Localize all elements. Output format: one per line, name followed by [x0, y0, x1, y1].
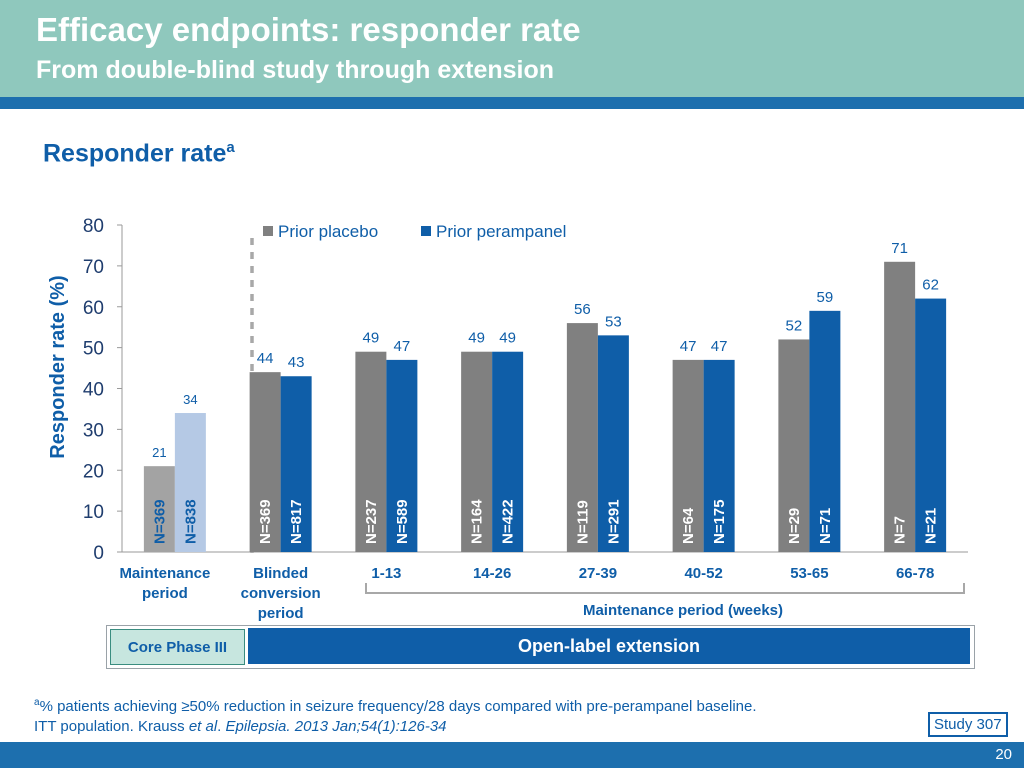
- category-label: period: [142, 585, 188, 602]
- category-label: Maintenance: [119, 565, 210, 582]
- n-label: N=817: [288, 499, 305, 544]
- category-label: 14-26: [473, 565, 511, 582]
- data-label: 56: [574, 301, 591, 318]
- data-label: 52: [786, 317, 803, 334]
- n-label: N=119: [574, 500, 591, 544]
- category-label: 66-78: [896, 565, 934, 582]
- n-label: N=71: [817, 508, 834, 544]
- bar-prior-placebo: [249, 372, 281, 552]
- data-label: 49: [468, 330, 485, 347]
- data-label: 47: [680, 338, 697, 355]
- category-label: 53-65: [790, 565, 828, 582]
- data-label: 71: [891, 240, 908, 257]
- footer-bar: [0, 742, 1024, 768]
- n-label: N=164: [469, 499, 486, 544]
- footnote-definition: a% patients achieving ≥50% reduction in …: [34, 697, 757, 715]
- bar-prior-placebo: [355, 351, 387, 552]
- data-label: 47: [711, 338, 728, 355]
- category-label: 27-39: [579, 565, 617, 582]
- y-tick-label: 40: [83, 380, 104, 401]
- header-rule: [0, 97, 1024, 109]
- y-tick-label: 70: [83, 257, 104, 278]
- data-label: 49: [363, 330, 380, 347]
- bar-prior-perampanel: [915, 298, 947, 552]
- n-label: N=237: [363, 499, 380, 544]
- n-label: N=838: [182, 499, 199, 544]
- data-label: 21: [152, 445, 166, 460]
- footnote-text: % patients achieving ≥50% reduction in s…: [39, 698, 757, 715]
- bracket-label: Maintenance period (weeks): [583, 602, 783, 619]
- bar-prior-perampanel: [809, 310, 841, 552]
- bar-prior-perampanel: [597, 335, 629, 552]
- n-label: N=64: [680, 507, 697, 544]
- n-label: N=21: [923, 508, 940, 544]
- section-title: Responder ratea: [43, 139, 235, 168]
- bar-prior-perampanel: [280, 376, 312, 552]
- bar-prior-perampanel: [174, 413, 206, 552]
- y-tick-label: 60: [83, 298, 104, 319]
- ref-dot: .: [217, 718, 226, 735]
- bar-prior-placebo: [143, 466, 175, 552]
- n-label: N=7: [892, 516, 909, 544]
- bar-prior-placebo: [672, 359, 704, 552]
- n-label: N=589: [394, 499, 411, 544]
- y-tick-label: 30: [83, 420, 104, 441]
- data-label: 43: [288, 354, 305, 371]
- section-title-text: Responder rate: [43, 139, 227, 168]
- bar-prior-perampanel: [386, 359, 418, 552]
- page-title: Efficacy endpoints: responder rate: [36, 11, 581, 48]
- page-number: 20: [995, 746, 1012, 763]
- data-label: 59: [817, 289, 834, 306]
- n-label: N=291: [605, 499, 622, 544]
- n-label: N=175: [711, 499, 728, 544]
- legend-label-prior-perampanel: Prior perampanel: [436, 222, 566, 241]
- open-label-extension-box: Open-label extension: [248, 628, 970, 664]
- n-label: N=29: [786, 508, 803, 544]
- page-subtitle: From double-blind study through extensio…: [36, 56, 555, 84]
- legend-swatch-prior-placebo: [263, 226, 273, 236]
- bar-prior-placebo: [778, 339, 810, 552]
- y-tick-label: 50: [83, 339, 104, 360]
- bar-prior-perampanel: [492, 351, 524, 552]
- study-badge: Study 307: [928, 712, 1008, 737]
- category-label: 1-13: [371, 565, 401, 582]
- n-label: N=369: [257, 499, 274, 544]
- section-footnote-marker: a: [226, 139, 235, 156]
- data-label: 44: [257, 350, 274, 367]
- category-label: period: [258, 605, 304, 622]
- data-label: 53: [605, 313, 622, 330]
- y-axis-title: Responder rate (%): [47, 275, 69, 458]
- data-label: 47: [394, 338, 411, 355]
- legend-swatch-prior-perampanel: [421, 226, 431, 236]
- ref-journal: Epilepsia. 2013 Jan;54(1):126-34: [225, 718, 447, 735]
- data-label: 62: [922, 277, 939, 294]
- data-label: 49: [499, 330, 516, 347]
- legend-label-prior-placebo: Prior placebo: [278, 222, 378, 241]
- n-label: N=369: [151, 499, 168, 544]
- y-tick-label: 0: [93, 543, 104, 564]
- core-phase-box: Core Phase III: [110, 629, 245, 665]
- category-label: 40-52: [684, 565, 722, 582]
- category-label: Blinded: [253, 565, 308, 582]
- y-tick-label: 10: [83, 502, 104, 523]
- ref-etal: et al: [188, 718, 218, 735]
- footnote-marker: a: [34, 697, 40, 708]
- category-label: conversion: [241, 585, 321, 602]
- header-band: [0, 0, 1024, 97]
- maintenance-weeks-bracket: [365, 583, 965, 594]
- responder-rate-chart: 0 10 20 30 40 50 60 70 80 Responder rate (%) Prior…: [47, 216, 968, 622]
- bar-prior-placebo: [566, 323, 598, 552]
- n-label: N=422: [500, 499, 517, 544]
- footnote-reference: ITT population. Krauss et al. Epilepsia.…: [34, 718, 447, 735]
- data-label: 34: [183, 392, 197, 407]
- bar-prior-placebo: [884, 261, 916, 552]
- bar-prior-perampanel: [703, 359, 735, 552]
- ref-prefix: ITT population. Krauss: [34, 718, 189, 735]
- bar-prior-placebo: [461, 351, 493, 552]
- y-tick-label: 80: [83, 216, 104, 237]
- y-tick-label: 20: [83, 461, 104, 482]
